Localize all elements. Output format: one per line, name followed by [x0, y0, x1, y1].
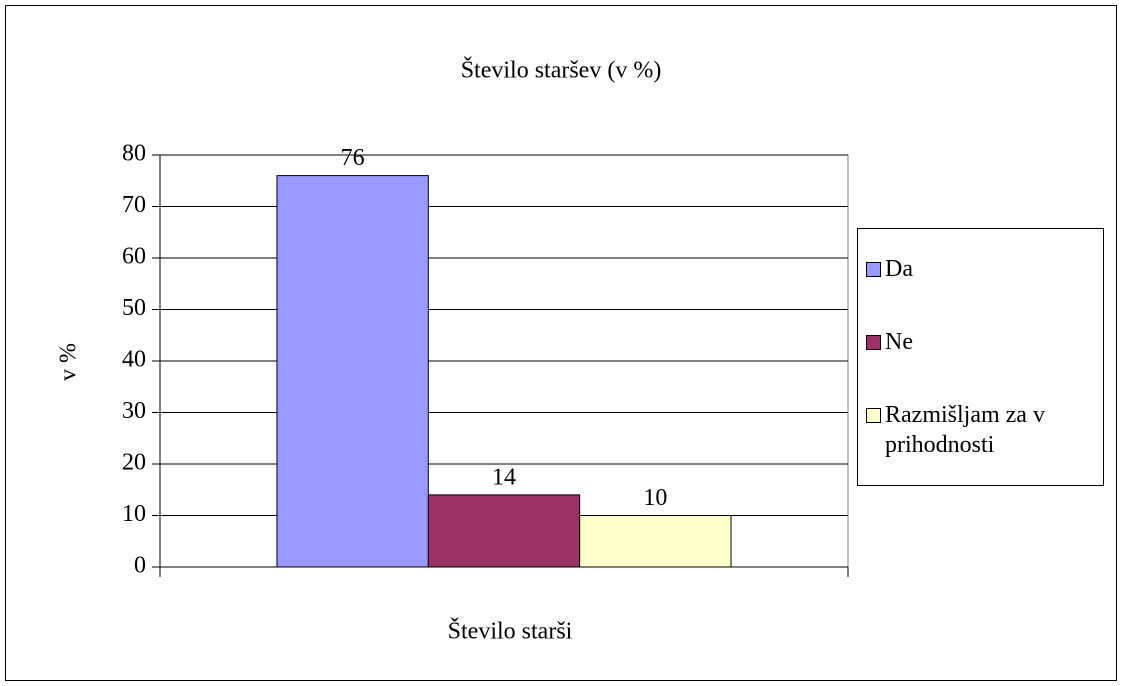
value-label: 14: [492, 464, 516, 490]
value-label: 10: [643, 485, 667, 511]
bar: [276, 175, 429, 568]
legend-swatch: [866, 334, 881, 350]
y-tick-label: 0: [134, 553, 146, 579]
y-tick-label: 60: [122, 244, 146, 270]
chart-title: Število staršev (v %): [461, 57, 662, 84]
legend-label: Ne: [885, 328, 913, 355]
legend-label: Da: [885, 256, 913, 283]
y-tick-label: 80: [122, 141, 146, 167]
y-tick-label: 20: [122, 450, 146, 476]
x-axis-label: Število starši: [448, 618, 573, 645]
legend-item: Ne: [866, 327, 1099, 357]
y-axis-label: v %: [56, 343, 82, 381]
value-label: 76: [341, 145, 365, 171]
legend-label: Razmišljam za v prihodnosti: [885, 401, 1045, 458]
y-tick-label: 50: [122, 295, 146, 321]
y-tick-label: 70: [122, 192, 146, 218]
bar: [579, 515, 732, 568]
legend-swatch: [866, 407, 881, 423]
y-tick-label: 10: [122, 501, 146, 527]
legend-item: Razmišljam za v prihodnosti: [866, 400, 1099, 460]
y-tick-label: 30: [122, 398, 146, 424]
legend: Da Ne Razmišljam za v prihodnosti: [857, 228, 1104, 486]
legend-item: Da: [866, 254, 1099, 284]
legend-swatch: [866, 262, 881, 278]
bar: [427, 494, 581, 568]
y-tick-label: 40: [122, 347, 146, 373]
